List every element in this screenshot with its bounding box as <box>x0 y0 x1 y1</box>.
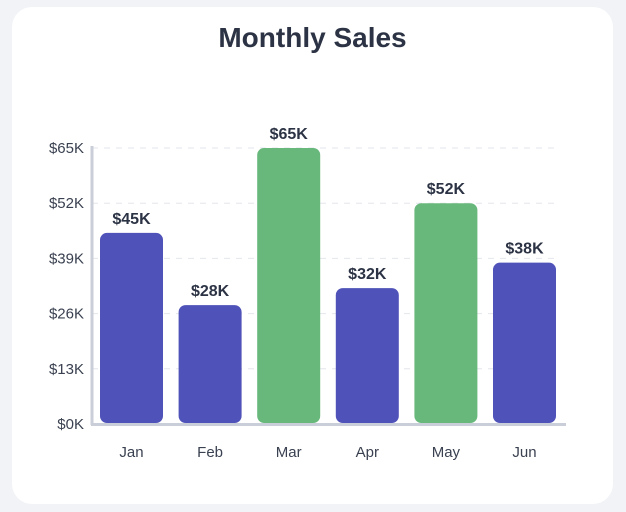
data-label-mar: $65K <box>270 126 309 143</box>
x-tick-label-jun: Jun <box>512 444 536 461</box>
y-tick-label: $0K <box>57 416 84 433</box>
data-label-apr: $32K <box>348 266 387 283</box>
bar-feb <box>178 305 242 423</box>
x-tick-label-mar: Mar <box>276 444 302 461</box>
bar-jan <box>100 232 163 423</box>
y-tick-label: $65K <box>49 140 84 157</box>
data-label-feb: $28K <box>191 283 230 300</box>
bars <box>100 148 556 423</box>
bar-apr <box>335 288 399 423</box>
data-label-may: $52K <box>427 181 466 198</box>
y-tick-labels: $0K $13K $26K $39K $52K $65K <box>49 140 84 433</box>
data-label-jun: $38K <box>505 241 544 258</box>
x-tick-label-jan: Jan <box>119 444 143 461</box>
bar-jun <box>493 262 556 423</box>
y-tick-label: $52K <box>49 195 84 212</box>
y-tick-label: $13K <box>49 361 84 378</box>
bar-may <box>414 203 478 423</box>
x-tick-label-feb: Feb <box>197 444 223 461</box>
data-label-jan: $45K <box>112 211 151 228</box>
data-labels: $45K $28K $65K $32K $52K $38K <box>112 126 544 300</box>
x-tick-label-may: May <box>432 444 461 461</box>
x-tick-labels: Jan Feb Mar Apr May Jun <box>119 444 536 461</box>
gridlines <box>92 147 558 370</box>
x-tick-label-apr: Apr <box>356 444 379 461</box>
y-tick-label: $39K <box>49 250 84 267</box>
y-tick-label: $26K <box>49 306 84 323</box>
axes <box>90 146 566 426</box>
bar-mar <box>257 148 321 423</box>
chart-title: Monthly Sales <box>218 22 407 53</box>
